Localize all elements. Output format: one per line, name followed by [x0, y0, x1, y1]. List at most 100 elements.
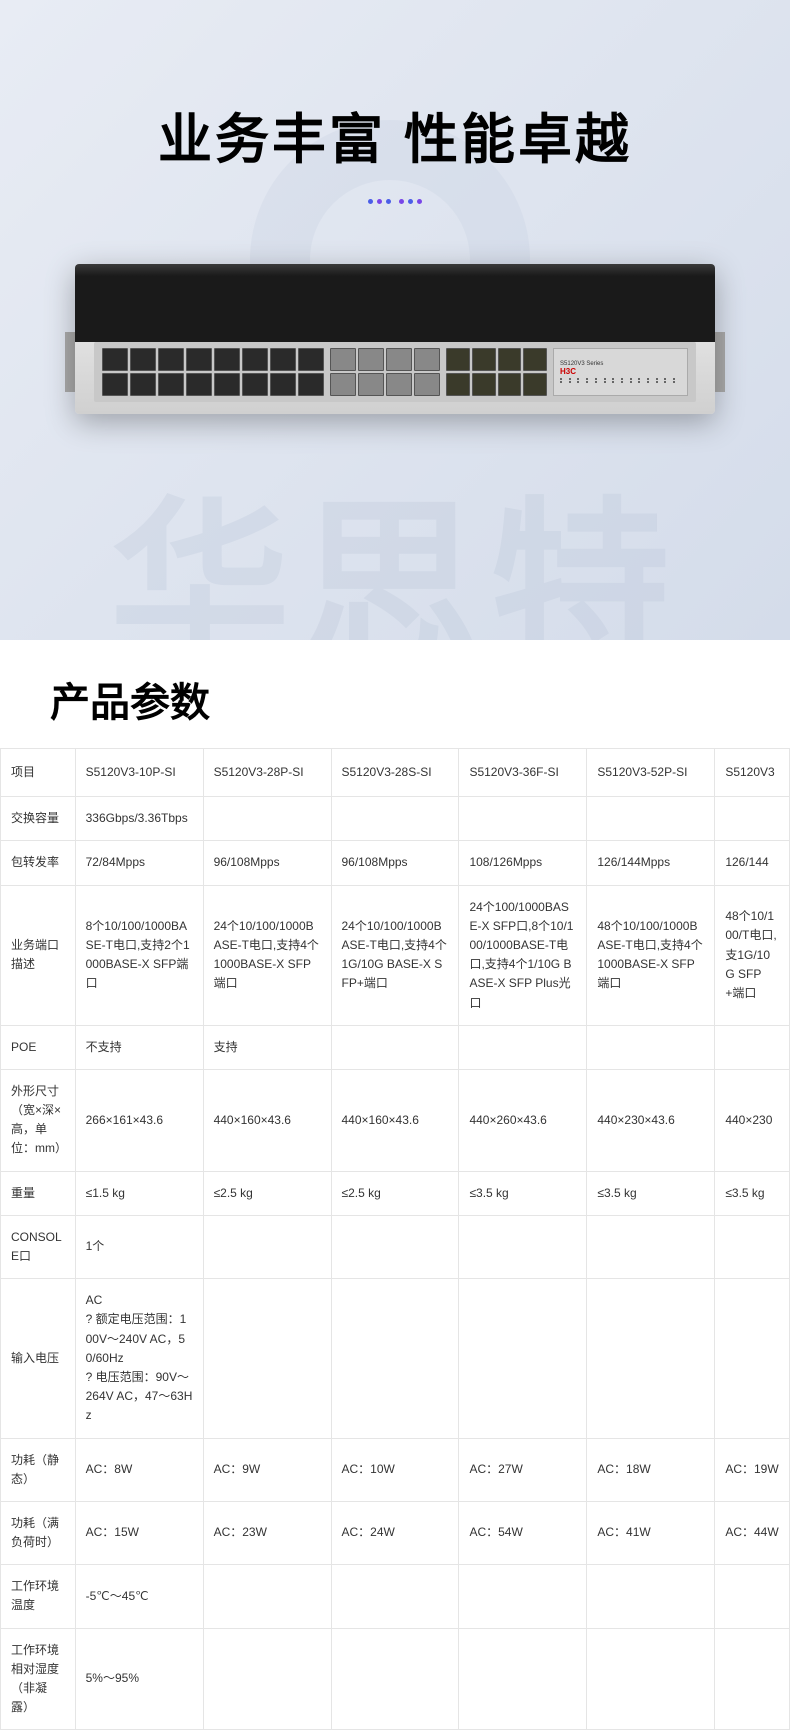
watermark-text: 华思特 — [0, 439, 790, 640]
spec-cell: 440×260×43.6 — [459, 1069, 587, 1171]
spec-cell: AC：41W — [587, 1501, 715, 1564]
spec-cell — [715, 1025, 790, 1069]
spec-cell: AC：8W — [75, 1438, 203, 1501]
spec-cell — [459, 797, 587, 841]
row-label: CONSOLE口 — [1, 1215, 76, 1278]
uplink-port — [498, 348, 522, 371]
uplink-port — [446, 373, 470, 396]
device-label-panel: S5120V3 Series H3C — [553, 348, 688, 396]
spec-cell: AC：24W — [331, 1501, 459, 1564]
device-chassis: S5120V3 Series H3C — [75, 264, 715, 414]
sfp-port — [186, 348, 212, 371]
table-header-row: 项目S5120V3-10P-SIS5120V3-28P-SIS5120V3-28… — [1, 749, 790, 797]
dot-icon — [386, 199, 391, 204]
led-indicator — [621, 381, 623, 383]
spec-cell: 96/108Mpps — [331, 841, 459, 885]
row-label: 重量 — [1, 1171, 76, 1215]
table-row: 输入电压AC? 额定电压范围：100V～240V AC，50/60Hz? 电压范… — [1, 1279, 790, 1438]
hero-section: 华思特 业务丰富 性能卓越 S5120V3 Series H3C — [0, 0, 790, 640]
spec-cell — [331, 797, 459, 841]
copper-port — [414, 348, 440, 371]
table-row: 工作环境相对湿度（非凝露）5%～95% — [1, 1628, 790, 1730]
spec-cell: ≤3.5 kg — [715, 1171, 790, 1215]
sfp-port — [186, 373, 212, 396]
spec-cell: AC：27W — [459, 1438, 587, 1501]
spec-cell: ≤2.5 kg — [203, 1171, 331, 1215]
led-indicator — [604, 378, 606, 380]
led-indicator — [560, 378, 562, 380]
led-indicator — [664, 381, 666, 383]
dot-icon — [377, 199, 382, 204]
device-brand: H3C — [560, 367, 681, 376]
copper-port — [358, 348, 384, 371]
sfp-port — [242, 373, 268, 396]
row-label: 功耗（满负荷时） — [1, 1501, 76, 1564]
specs-table: 项目S5120V3-10P-SIS5120V3-28P-SIS5120V3-28… — [0, 748, 790, 1730]
uplink-port — [472, 348, 496, 371]
spec-cell — [203, 1565, 331, 1628]
spec-cell — [459, 1215, 587, 1278]
copper-port — [414, 373, 440, 396]
table-row: 重量≤1.5 kg≤2.5 kg≤2.5 kg≤3.5 kg≤3.5 kg≤3.… — [1, 1171, 790, 1215]
spec-cell — [459, 1279, 587, 1438]
spec-cell — [587, 1628, 715, 1730]
spec-cell: 24个10/100/1000BASE-T电口,支持4个1G/10G BASE-X… — [331, 885, 459, 1025]
spec-cell: 266×161×43.6 — [75, 1069, 203, 1171]
sfp-port — [270, 348, 296, 371]
spec-cell — [459, 1565, 587, 1628]
led-indicator — [673, 378, 675, 380]
led-indicator — [630, 381, 632, 383]
led-indicator — [647, 378, 649, 380]
model-column-header: S5120V3 — [715, 749, 790, 797]
spec-cell — [331, 1215, 459, 1278]
spec-cell: 72/84Mpps — [75, 841, 203, 885]
spec-cell — [715, 1628, 790, 1730]
specs-table-container: 项目S5120V3-10P-SIS5120V3-28P-SIS5120V3-28… — [0, 748, 790, 1730]
spec-cell: 440×230 — [715, 1069, 790, 1171]
led-indicator — [604, 381, 606, 383]
decorative-dots — [0, 199, 790, 204]
sfp-port-block — [102, 348, 323, 396]
led-indicator — [621, 378, 623, 380]
spec-cell: AC：10W — [331, 1438, 459, 1501]
spec-cell: AC：18W — [587, 1438, 715, 1501]
row-label: 工作环境相对湿度（非凝露） — [1, 1628, 76, 1730]
copper-port-block — [330, 348, 441, 396]
uplink-port — [523, 373, 547, 396]
product-image: S5120V3 Series H3C — [75, 264, 715, 414]
spec-cell: 440×160×43.6 — [203, 1069, 331, 1171]
row-label-header: 项目 — [1, 749, 76, 797]
led-indicator — [577, 378, 579, 380]
led-indicator — [638, 381, 640, 383]
led-indicator — [647, 381, 649, 383]
sfp-port — [158, 373, 184, 396]
table-row: 交换容量336Gbps/3.36Tbps — [1, 797, 790, 841]
led-indicators — [560, 378, 681, 383]
uplink-port — [472, 373, 496, 396]
spec-cell — [331, 1628, 459, 1730]
spec-cell — [587, 1215, 715, 1278]
uplink-port — [523, 348, 547, 371]
led-indicator — [638, 378, 640, 380]
spec-cell — [715, 797, 790, 841]
spec-cell: 336Gbps/3.36Tbps — [75, 797, 203, 841]
sfp-port — [102, 373, 128, 396]
led-indicator — [664, 378, 666, 380]
sfp-port — [130, 373, 156, 396]
model-column-header: S5120V3-28S-SI — [331, 749, 459, 797]
spec-cell: 不支持 — [75, 1025, 203, 1069]
spec-cell: 108/126Mpps — [459, 841, 587, 885]
sfp-port — [270, 373, 296, 396]
spec-cell: AC：9W — [203, 1438, 331, 1501]
spec-cell: AC：15W — [75, 1501, 203, 1564]
copper-port — [386, 373, 412, 396]
dot-icon — [399, 199, 404, 204]
led-indicator — [569, 381, 571, 383]
spec-cell — [715, 1279, 790, 1438]
spec-cell: ≤3.5 kg — [587, 1171, 715, 1215]
led-indicator — [673, 381, 675, 383]
led-indicator — [612, 378, 614, 380]
copper-port — [386, 348, 412, 371]
led-indicator — [586, 378, 588, 380]
spec-cell — [203, 1215, 331, 1278]
